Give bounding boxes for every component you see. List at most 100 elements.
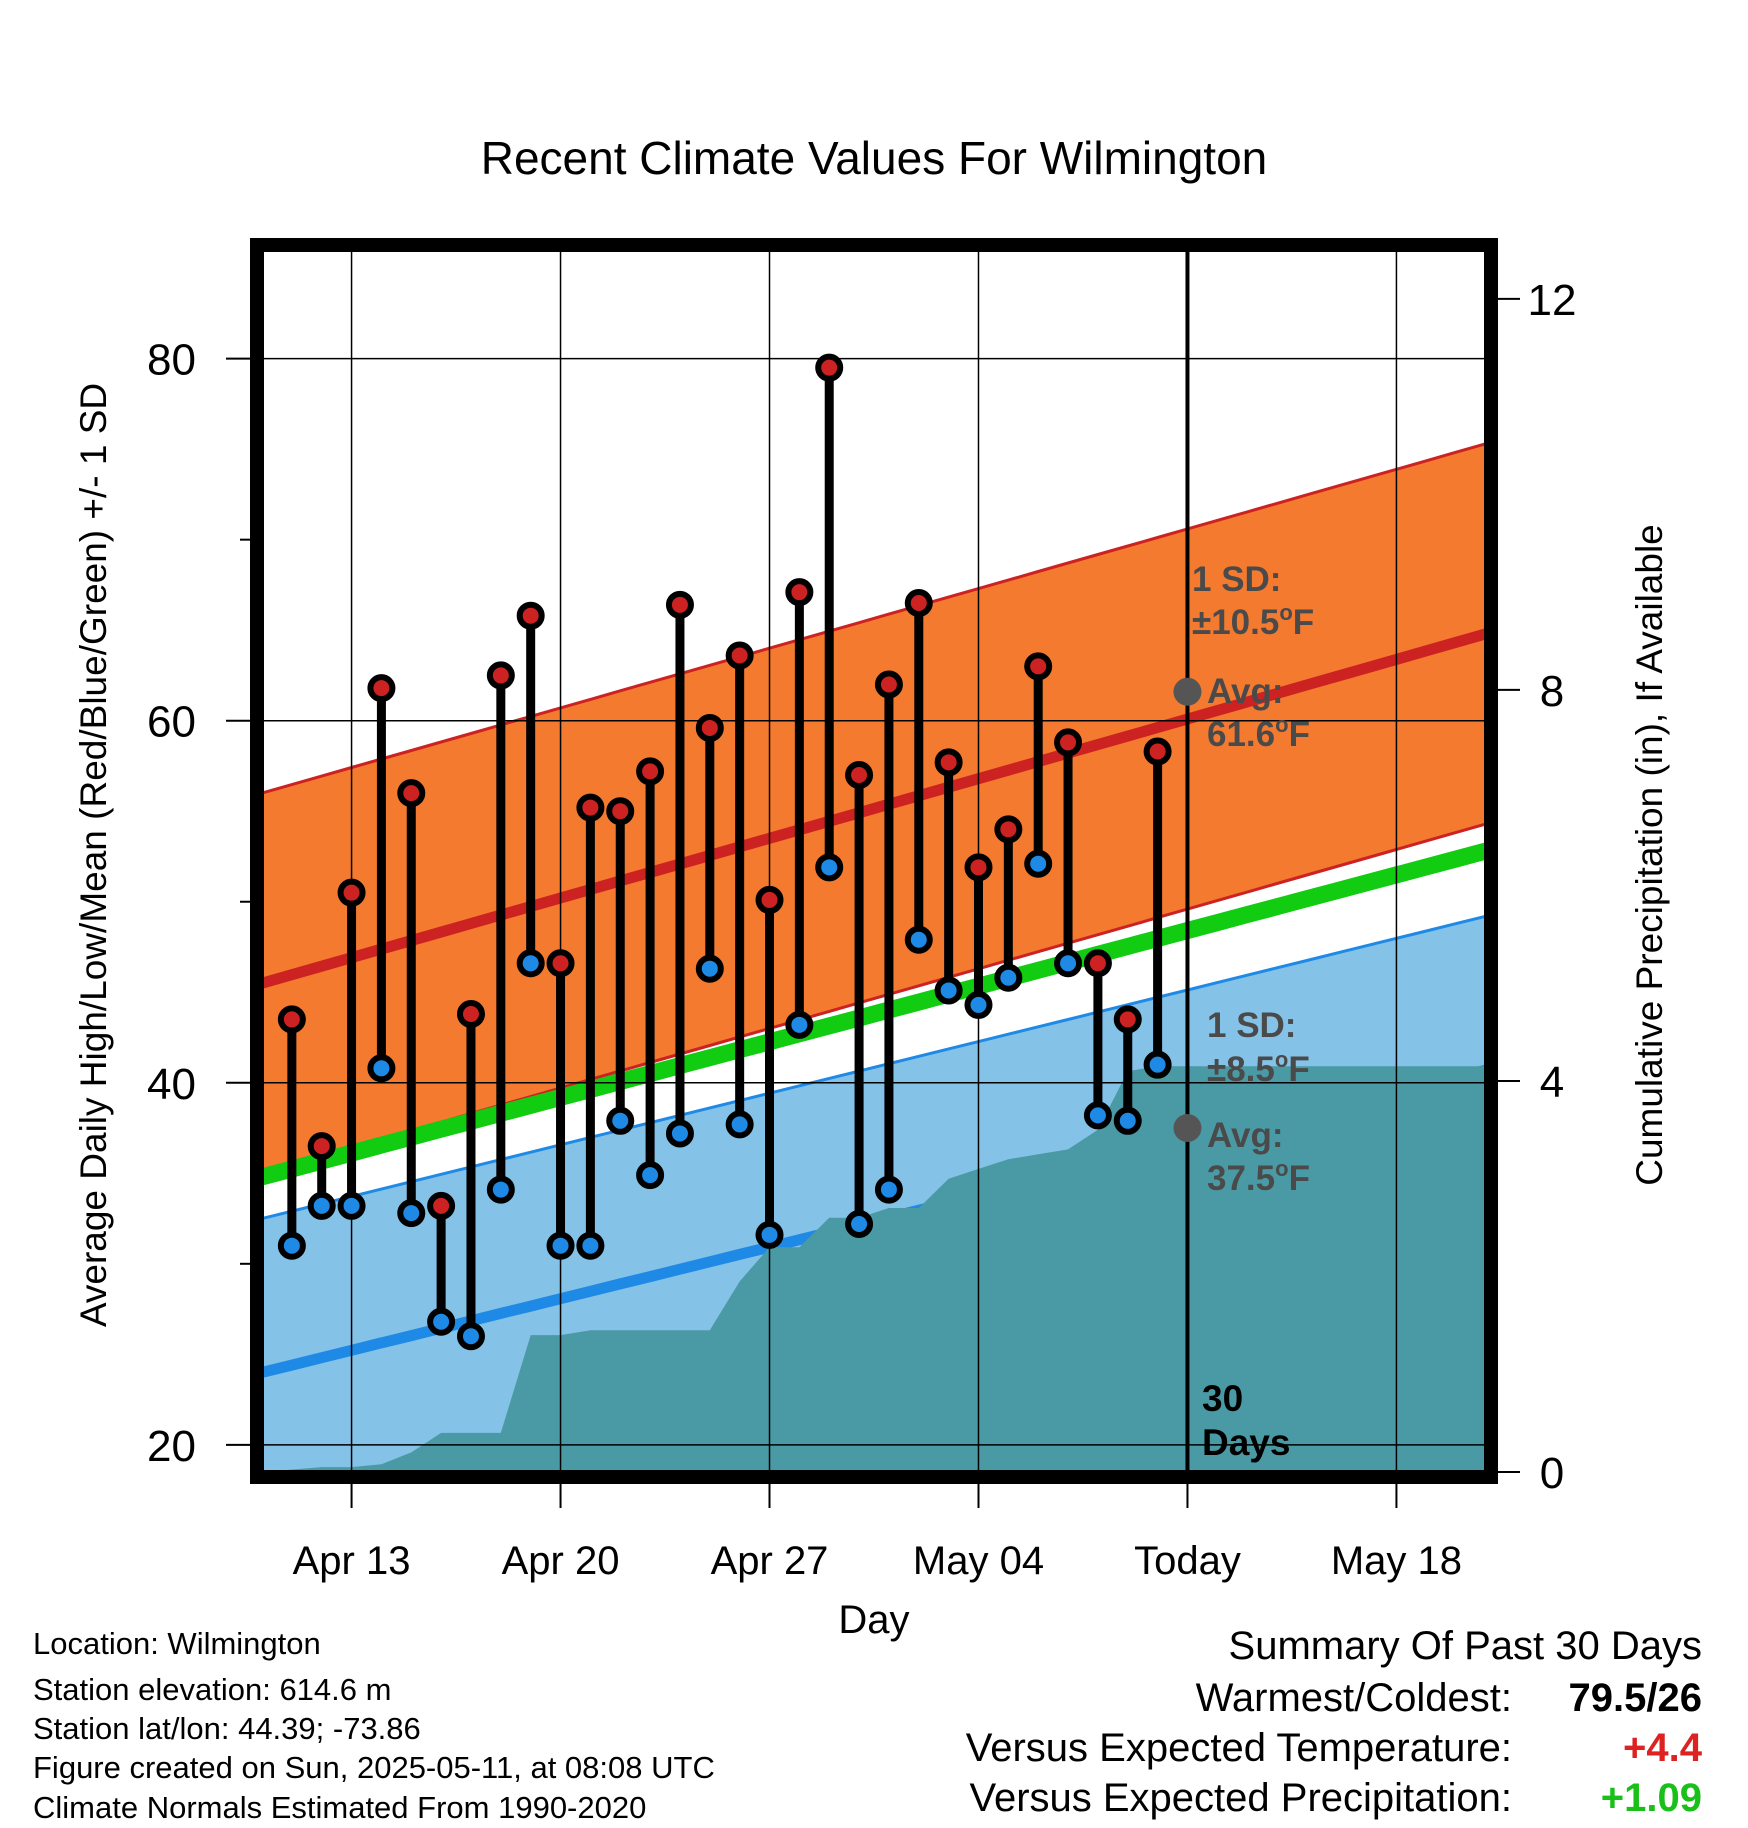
daily-low-point bbox=[367, 1054, 396, 1083]
daily-low-point bbox=[486, 1175, 515, 1204]
daily-low-point bbox=[815, 853, 844, 882]
normal-mean-line bbox=[262, 842, 1486, 1186]
daily-high-point bbox=[815, 353, 844, 382]
high-sd-value-degree: o bbox=[1279, 600, 1292, 625]
warm-cold-label: Warmest/Coldest: bbox=[1195, 1676, 1512, 1720]
daily-low-point bbox=[725, 1110, 754, 1139]
x-tick-label: Apr 13 bbox=[293, 1539, 411, 1583]
high-sd-value: ±10.5oF bbox=[1192, 600, 1314, 642]
daily-low-point bbox=[546, 1231, 575, 1260]
y2-tick-label: 0 bbox=[1540, 1449, 1564, 1498]
info-elevation: Station elevation: 614.6 m bbox=[33, 1672, 392, 1707]
y-axis-label: Average Daily High/Low/Mean (Red/Blue/Gr… bbox=[73, 383, 114, 1327]
daily-low-point bbox=[1083, 1101, 1112, 1130]
summary-precip: Versus Expected Precipitation: +1.09 bbox=[969, 1778, 1702, 1818]
daily-high-point bbox=[546, 949, 575, 978]
daily-low-point bbox=[665, 1119, 694, 1148]
daily-high-point bbox=[994, 815, 1023, 844]
daily-low-point bbox=[785, 1010, 814, 1039]
low-sd-value-value: ±8.5 bbox=[1207, 1050, 1275, 1089]
days-count-label: 30 bbox=[1202, 1378, 1243, 1419]
low-avg-value: 37.5oF bbox=[1207, 1156, 1310, 1198]
x-tick-label: May 04 bbox=[913, 1539, 1044, 1583]
daily-high-point bbox=[1083, 949, 1112, 978]
high-avg-value-value: 61.6 bbox=[1207, 715, 1275, 754]
daily-high-point bbox=[904, 589, 933, 618]
daily-low-point bbox=[964, 990, 993, 1019]
x-tick-label: Apr 27 bbox=[711, 1539, 829, 1583]
chart-title: Recent Climate Values For Wilmington bbox=[481, 132, 1268, 184]
daily-low-point bbox=[516, 949, 545, 978]
warm-cold-value: 79.5/26 bbox=[1568, 1676, 1702, 1720]
daily-low-point bbox=[337, 1191, 366, 1220]
high-avg-value-unit: F bbox=[1289, 715, 1310, 754]
summary-warm-cold: Warmest/Coldest: 79.5/26 bbox=[1196, 1678, 1702, 1718]
daily-low-point bbox=[874, 1175, 903, 1204]
info-latlon: Station lat/lon: 44.39; -73.86 bbox=[33, 1711, 421, 1746]
y-tick-label: 40 bbox=[147, 1060, 196, 1109]
high-avg-value-degree: o bbox=[1275, 712, 1288, 737]
high-sd-value-unit: F bbox=[1293, 603, 1314, 642]
low-sd-value-unit: F bbox=[1288, 1050, 1309, 1089]
daily-high-point bbox=[1113, 1005, 1142, 1034]
y2-tick-label: 12 bbox=[1528, 276, 1577, 325]
daily-high-point bbox=[307, 1132, 336, 1161]
daily-high-point bbox=[1143, 737, 1172, 766]
y-tick-label: 60 bbox=[147, 698, 196, 747]
daily-low-point bbox=[904, 925, 933, 954]
low-sd-value: ±8.5oF bbox=[1207, 1047, 1310, 1089]
low-avg-value-value: 37.5 bbox=[1207, 1159, 1275, 1198]
x-tick-label: Apr 20 bbox=[502, 1539, 620, 1583]
climate-chart: Recent Climate Values For Wilmington Ave… bbox=[73, 132, 1670, 1642]
today-high-avg-marker bbox=[1173, 677, 1202, 706]
daily-high-point bbox=[456, 999, 485, 1028]
daily-high-point bbox=[725, 641, 754, 670]
high-sd-value-value: ±10.5 bbox=[1192, 603, 1279, 642]
high-avg-value: 61.6oF bbox=[1207, 712, 1310, 754]
daily-low-point bbox=[277, 1231, 306, 1260]
daily-low-point bbox=[1054, 949, 1083, 978]
daily-high-point bbox=[516, 601, 545, 630]
daily-high-point bbox=[964, 853, 993, 882]
low-avg-value-unit: F bbox=[1289, 1159, 1310, 1198]
daily-high-point bbox=[934, 748, 963, 777]
daily-high-point bbox=[427, 1191, 456, 1220]
high-sd-label: 1 SD: bbox=[1192, 560, 1281, 599]
high-avg-label: Avg: bbox=[1207, 672, 1283, 711]
temp-value: +4.4 bbox=[1623, 1726, 1702, 1770]
precip-value: +1.09 bbox=[1600, 1776, 1702, 1820]
y-tick-label: 20 bbox=[147, 1422, 196, 1471]
high-avg-label-value: Avg: bbox=[1207, 672, 1283, 711]
daily-low-point bbox=[307, 1191, 336, 1220]
y2-axis-label: Cumulative Precipitation (in), If Availa… bbox=[1629, 524, 1670, 1186]
daily-low-point bbox=[934, 976, 963, 1005]
low-sd-label: 1 SD: bbox=[1207, 1006, 1296, 1045]
y-tick-label: 80 bbox=[147, 336, 196, 385]
summary-title: Summary Of Past 30 Days bbox=[1228, 1624, 1702, 1668]
daily-high-point bbox=[636, 757, 665, 786]
precip-area bbox=[262, 1066, 1486, 1472]
low-avg-label: Avg: bbox=[1207, 1116, 1283, 1155]
daily-high-point bbox=[1024, 652, 1053, 681]
daily-high-point bbox=[367, 674, 396, 703]
daily-high-point bbox=[486, 661, 515, 690]
daily-high-point bbox=[845, 761, 874, 790]
temp-label: Versus Expected Temperature: bbox=[965, 1726, 1512, 1770]
daily-high-point bbox=[665, 590, 694, 619]
low-avg-value-degree: o bbox=[1275, 1156, 1288, 1181]
daily-high-point bbox=[874, 670, 903, 699]
plot-frame bbox=[250, 238, 1498, 1484]
daily-high-point bbox=[1054, 728, 1083, 757]
daily-low-point bbox=[636, 1161, 665, 1190]
info-created: Figure created on Sun, 2025-05-11, at 08… bbox=[33, 1750, 715, 1785]
daily-low-point bbox=[606, 1106, 635, 1135]
daily-high-point bbox=[337, 878, 366, 907]
x-tick-label: May 18 bbox=[1331, 1539, 1462, 1583]
daily-low-point bbox=[397, 1199, 426, 1228]
low-sd-label-value: 1 SD: bbox=[1207, 1006, 1296, 1045]
y2-tick-label: 8 bbox=[1540, 667, 1564, 716]
daily-low-point bbox=[845, 1209, 874, 1238]
daily-low-point bbox=[1024, 849, 1053, 878]
daily-high-point bbox=[695, 713, 724, 742]
daily-low-point bbox=[1113, 1106, 1142, 1135]
